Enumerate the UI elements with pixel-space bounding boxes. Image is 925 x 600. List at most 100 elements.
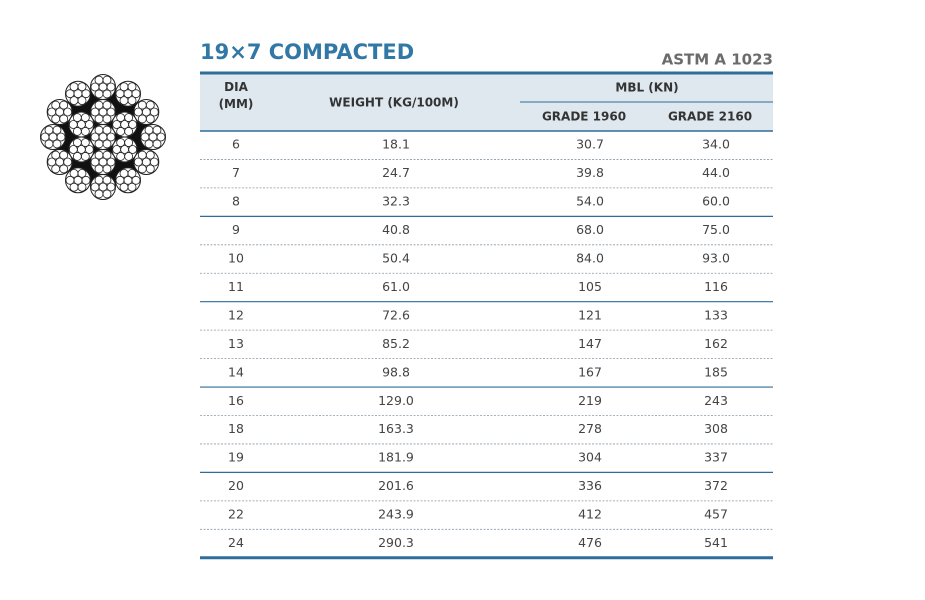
- col-grade1: GRADE 1960: [542, 110, 626, 124]
- wire: [127, 82, 137, 92]
- cell: 162: [704, 336, 728, 351]
- cell: 34.0: [702, 137, 730, 152]
- cell: 304: [578, 450, 602, 465]
- cell: 105: [578, 279, 602, 294]
- wire: [156, 132, 166, 142]
- wire: [128, 120, 138, 129]
- wire: [115, 175, 125, 185]
- wire: [63, 107, 73, 117]
- wire: [116, 152, 126, 161]
- cell: 185: [704, 364, 728, 379]
- cell: 7: [232, 165, 240, 180]
- cell: 22: [228, 507, 244, 522]
- cell: 14: [228, 364, 244, 379]
- wire: [106, 82, 116, 92]
- cell: 201.6: [378, 478, 414, 493]
- cell: 50.4: [382, 251, 410, 266]
- standard: ASTM A 1023: [662, 51, 773, 69]
- cell: 75.0: [702, 222, 730, 237]
- cell: 60.0: [702, 194, 730, 209]
- cell: 72.6: [382, 307, 410, 322]
- wire: [51, 150, 61, 160]
- cell: 44.0: [702, 165, 730, 180]
- wire: [137, 100, 147, 110]
- cell: 181.9: [378, 450, 414, 465]
- wire: [145, 114, 155, 124]
- col-dia: DIA (MM): [219, 80, 254, 111]
- wire: [119, 82, 129, 92]
- cell: 121: [578, 307, 602, 322]
- wire: [127, 168, 137, 178]
- wire: [52, 139, 62, 149]
- wire: [72, 138, 82, 147]
- wire: [94, 150, 104, 160]
- cell: 308: [704, 421, 728, 436]
- wire: [144, 125, 154, 135]
- wire: [63, 157, 73, 167]
- wire: [69, 182, 79, 192]
- cell: 147: [578, 336, 602, 351]
- wire: [106, 182, 116, 192]
- wire: [94, 75, 104, 85]
- wire: [65, 175, 75, 185]
- cell: 219: [578, 393, 602, 408]
- wire: [94, 89, 104, 99]
- wire: [144, 139, 154, 149]
- wire: [145, 100, 155, 110]
- cell: 10: [228, 251, 244, 266]
- wire: [40, 132, 50, 142]
- wire: [133, 107, 143, 117]
- wire: [59, 150, 69, 160]
- wire: [69, 96, 79, 106]
- wire: [149, 107, 159, 117]
- wire: [137, 114, 147, 124]
- wire: [137, 150, 147, 160]
- cell: 30.7: [576, 137, 604, 152]
- wire: [77, 168, 87, 178]
- cell: 18: [228, 421, 244, 436]
- wire: [94, 114, 104, 124]
- wire: [112, 145, 122, 154]
- wire: [119, 182, 129, 192]
- wire: [102, 114, 112, 124]
- wire: [106, 107, 116, 117]
- cell: 290.3: [378, 535, 414, 550]
- wire: [90, 132, 100, 142]
- wire: [47, 157, 57, 167]
- wire: [124, 138, 134, 147]
- cell: 24.7: [382, 165, 410, 180]
- wire: [59, 100, 69, 110]
- cell: 16: [228, 393, 244, 408]
- wire: [90, 182, 100, 192]
- wire: [94, 164, 104, 174]
- cell: 9: [232, 222, 240, 237]
- wire: [119, 168, 129, 178]
- wire: [84, 120, 94, 129]
- wire: [72, 113, 82, 122]
- wire: [102, 125, 112, 135]
- wire: [69, 82, 79, 92]
- wire: [145, 150, 155, 160]
- cell: 116: [704, 279, 728, 294]
- cell: 336: [578, 478, 602, 493]
- cell: 278: [578, 421, 602, 436]
- wire: [56, 132, 66, 142]
- wire: [77, 182, 87, 192]
- cell: 40.8: [382, 222, 410, 237]
- cell: 541: [704, 535, 728, 550]
- col-weight: WEIGHT (KG/100M): [329, 96, 459, 110]
- cell: 412: [578, 507, 602, 522]
- cell: 68.0: [576, 222, 604, 237]
- cell: 8: [232, 194, 240, 209]
- cell: 54.0: [576, 194, 604, 209]
- wire: [102, 75, 112, 85]
- cell: 163.3: [378, 421, 414, 436]
- cell: 13: [228, 336, 244, 351]
- wire: [124, 152, 134, 161]
- wire: [106, 132, 116, 142]
- wire: [149, 157, 159, 167]
- col-grade2: GRADE 2160: [668, 110, 752, 124]
- wire: [81, 89, 91, 99]
- wire: [119, 96, 129, 106]
- wire: [116, 127, 126, 136]
